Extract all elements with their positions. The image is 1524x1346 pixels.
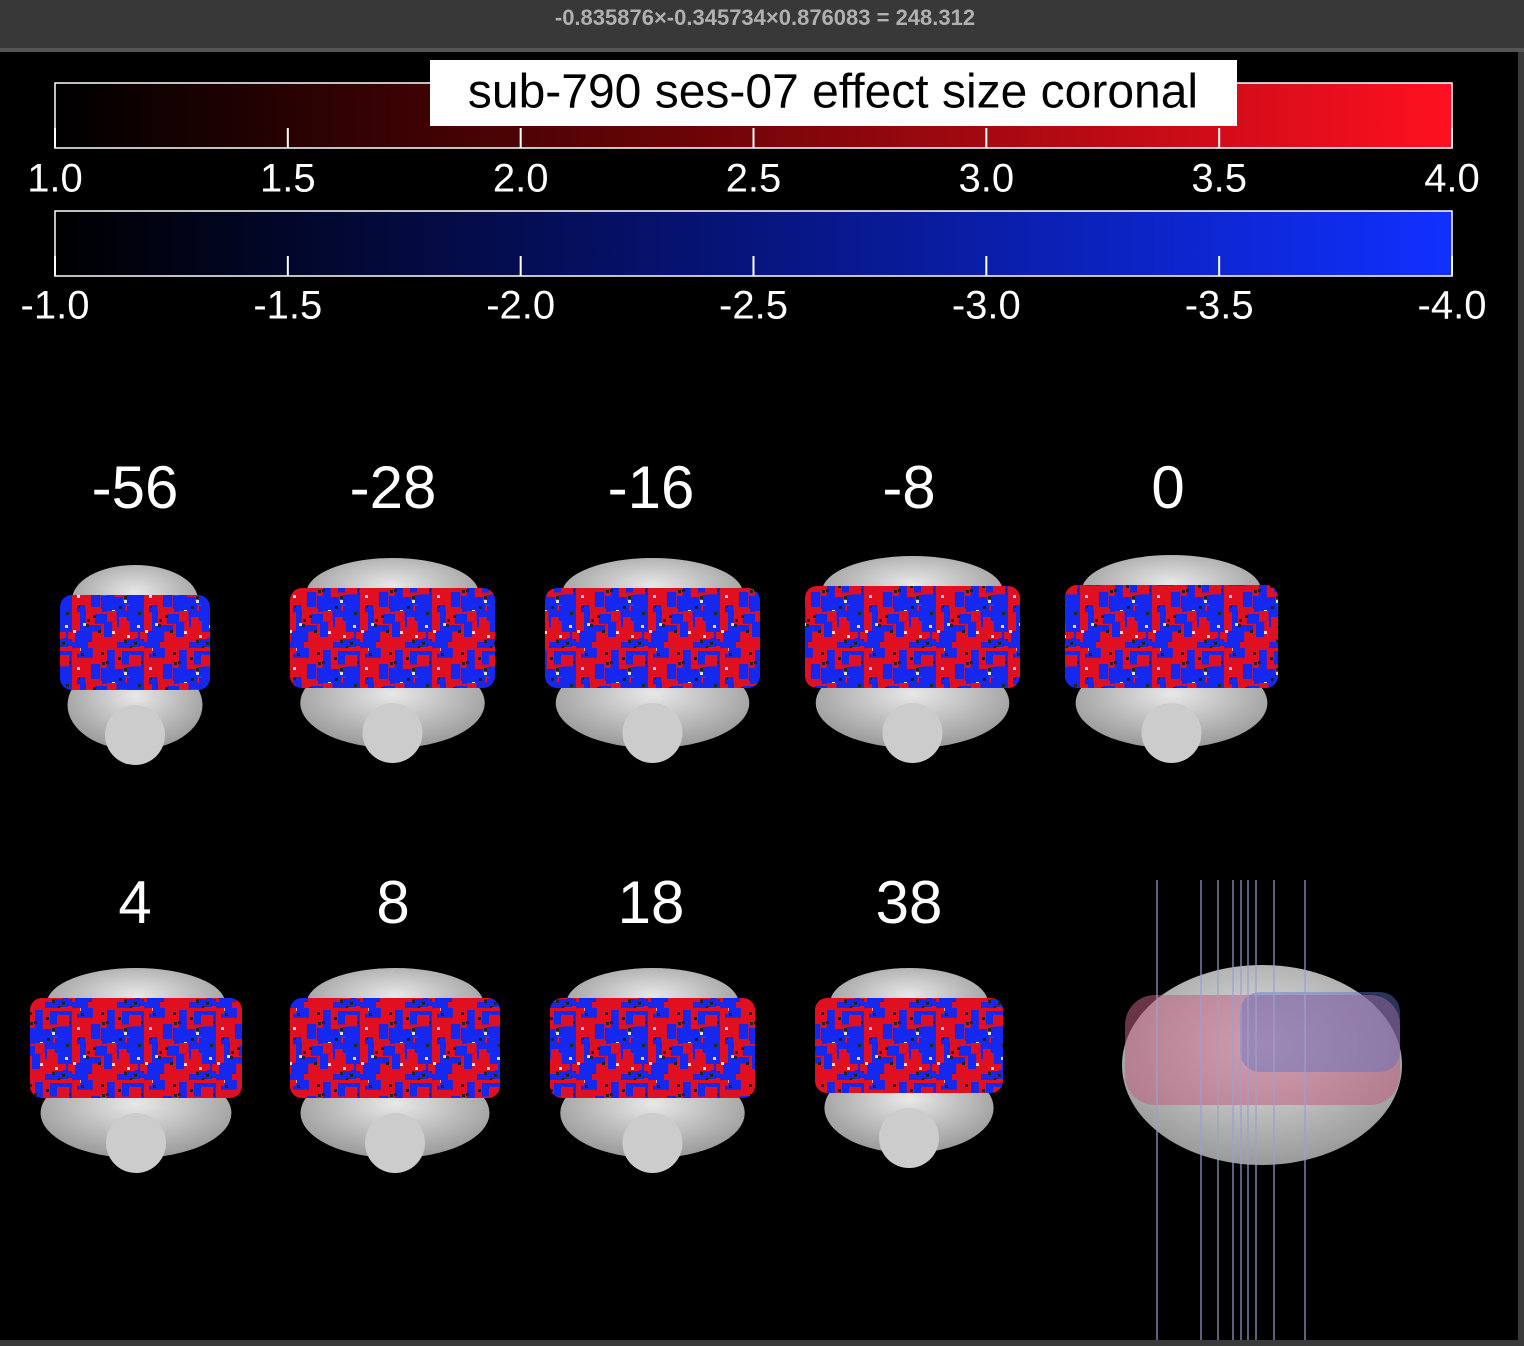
colorbar-title-box [430, 60, 1237, 126]
brainstem [882, 703, 943, 763]
activation-overlay [815, 998, 1003, 1093]
activation-overlay [290, 998, 500, 1098]
tick-label: -3.5 [1185, 284, 1254, 328]
slice-label: -28 [350, 454, 437, 521]
tick-label: -2.5 [719, 284, 788, 328]
slice-label: 38 [876, 869, 943, 936]
activation-overlay [60, 595, 210, 690]
brainstem [105, 705, 165, 765]
right-border [1518, 52, 1524, 1342]
activation-overlay [550, 998, 755, 1098]
tick-label: -4.0 [1418, 284, 1487, 328]
window-title: -0.835876×-0.345734×0.876083 = 248.312 [555, 5, 975, 30]
slice-label: 18 [618, 869, 685, 936]
brainstem [362, 703, 423, 763]
slice-label: 8 [376, 869, 409, 936]
brainstem [106, 1113, 166, 1173]
activation-overlay [545, 588, 760, 688]
tick-label: -1.5 [253, 284, 322, 328]
tick-label: 1.0 [27, 157, 83, 201]
brainstem [622, 1113, 683, 1173]
title-divider [0, 48, 1524, 52]
activation-overlay [1065, 585, 1278, 688]
slice-label: 0 [1151, 454, 1184, 521]
tick-label: 3.0 [959, 157, 1015, 201]
brain-3d-overlay [1125, 995, 1400, 1105]
slice-label: 4 [118, 869, 151, 936]
brainstem [879, 1108, 939, 1168]
slice-label: -8 [882, 454, 935, 521]
tick-label: 2.5 [726, 157, 782, 201]
activation-overlay [290, 588, 495, 688]
brain-3d-overlay [1240, 992, 1400, 1072]
tick-label: 3.5 [1191, 157, 1247, 201]
slice-label: -56 [92, 454, 179, 521]
tick-label: 2.0 [493, 157, 549, 201]
brainstem [365, 1113, 425, 1173]
tick-label: -3.0 [952, 284, 1021, 328]
tick-label: -1.0 [21, 284, 90, 328]
bottom-border [0, 1340, 1524, 1346]
slices [30, 555, 1402, 1340]
activation-overlay [805, 586, 1020, 688]
tick-label: 4.0 [1424, 157, 1480, 201]
title-bar [0, 0, 1524, 48]
slice-label: -16 [608, 454, 695, 521]
colorbar-title: sub-790 ses-07 effect size coronal [468, 66, 1198, 119]
tick-label: 1.5 [260, 157, 316, 201]
brainstem [622, 703, 683, 763]
brainstem [1141, 703, 1202, 763]
activation-overlay [30, 998, 242, 1098]
tick-label: -2.0 [486, 284, 555, 328]
